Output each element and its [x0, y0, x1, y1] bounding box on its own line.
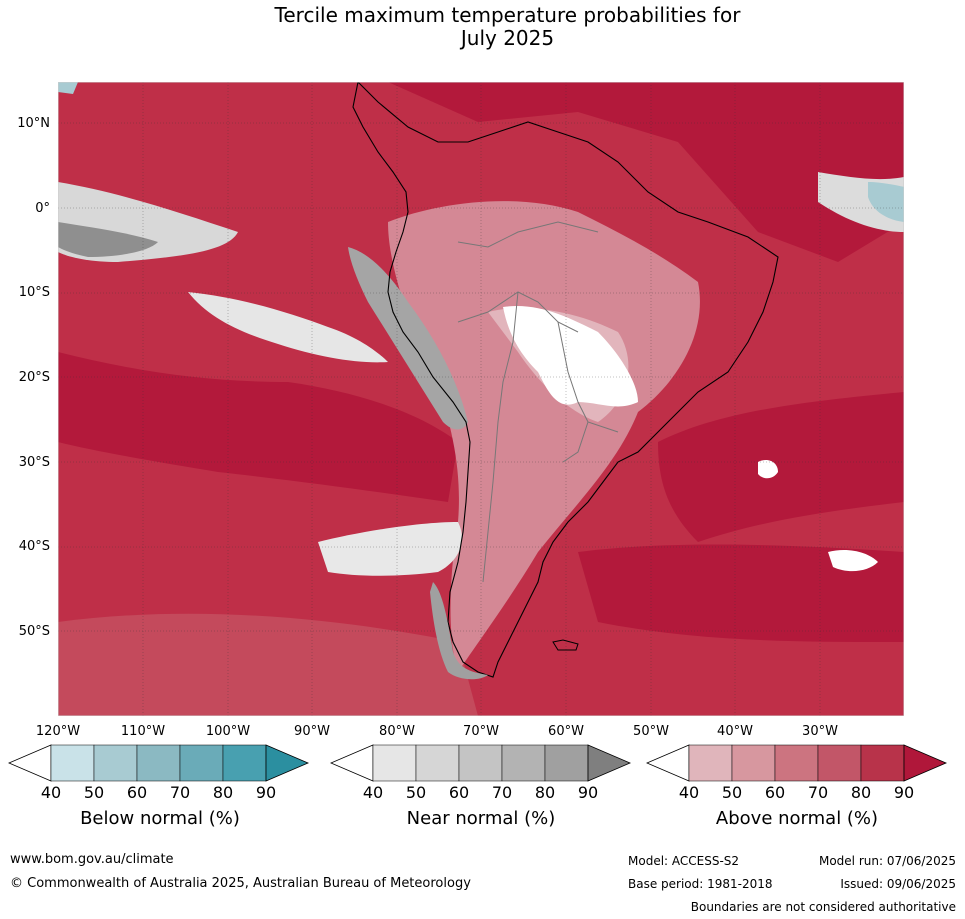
colorbar-box — [860, 744, 905, 782]
lon-label-50w: 50°W — [633, 724, 669, 739]
region-below-normal-corner — [58, 82, 78, 94]
colorbar-box — [817, 744, 862, 782]
colorbar-box — [372, 744, 417, 782]
graticule — [58, 82, 904, 716]
lon-label-120w: 120°W — [35, 724, 81, 739]
colorbar-tick-label: 70 — [169, 783, 191, 802]
region-dark-south-atlantic — [658, 392, 904, 542]
lat-label-20s: 20°S — [18, 370, 50, 385]
colorbar-tick-label: 40 — [678, 783, 700, 802]
colorbar-box — [179, 744, 224, 782]
colorbar-tick-label: 90 — [577, 783, 599, 802]
region-white-spot-south — [828, 550, 878, 572]
footer-copyright: © Commonwealth of Australia 2025, Austra… — [10, 876, 471, 891]
colorbar-tick-label: 80 — [534, 783, 556, 802]
colorbar-box — [50, 744, 95, 782]
footer-model: Model: ACCESS-S2 — [628, 854, 740, 868]
colorbar-tick-label: 50 — [721, 783, 743, 802]
region-dark-north — [58, 82, 904, 262]
title-line-1: Tercile maximum temperature probabilitie… — [274, 3, 741, 27]
region-white-brazil — [503, 306, 638, 407]
footer-url[interactable]: www.bom.gov.au/climate — [10, 852, 174, 867]
footer-base-period: Base period: 1981-2018 — [628, 877, 773, 891]
title-line-2: July 2025 — [460, 26, 555, 50]
region-near-normal-patagonia — [318, 522, 462, 576]
lon-label-110w: 110°W — [120, 724, 166, 739]
chart-title: Tercile maximum temperature probabilitie… — [0, 4, 965, 50]
colorbar-tick-label: 60 — [126, 783, 148, 802]
lon-label-90w: 90°W — [294, 724, 330, 739]
colorbar-below-normal — [8, 744, 310, 782]
colorbar-extend-high — [587, 744, 632, 782]
colorbar-title-below: Below normal (%) — [80, 808, 240, 829]
colorbar-box — [415, 744, 460, 782]
colorbar-extend-high — [903, 744, 948, 782]
colorbar-above-normal — [646, 744, 948, 782]
country-borders — [457, 221, 619, 583]
lat-label-10n: 10°N — [17, 116, 50, 131]
lat-label-40s: 40°S — [18, 539, 50, 554]
colorbar-tick-label: 80 — [212, 783, 234, 802]
colorbar-box — [688, 744, 733, 782]
region-near-normal-pacific — [188, 292, 388, 363]
region-grey-dark-equator — [58, 222, 158, 257]
colorbar-box — [501, 744, 546, 782]
colorbar-tick-label: 60 — [764, 783, 786, 802]
colorbar-extend-low — [646, 744, 690, 782]
lon-label-100w: 100°W — [205, 724, 251, 739]
region-grey-southern-chile — [430, 582, 488, 680]
colorbar-box — [544, 744, 589, 782]
region-below-normal-atlantic — [868, 182, 904, 222]
colorbar-box — [222, 744, 267, 782]
colorbar-tick-label: 50 — [405, 783, 427, 802]
colorbar-box — [136, 744, 181, 782]
colorbar-tick-label: 90 — [255, 783, 277, 802]
colorbar-tick-label: 80 — [850, 783, 872, 802]
colorbar-tick-label: 60 — [448, 783, 470, 802]
lat-label-10s: 10°S — [18, 285, 50, 300]
footer-model-run: Model run: 07/06/2025 — [818, 854, 956, 868]
lat-label-50s: 50°S — [18, 624, 50, 639]
colorbar-extend-low — [330, 744, 374, 782]
colorbar-box — [774, 744, 819, 782]
region-medium-south — [58, 613, 478, 716]
lon-label-80w: 80°W — [379, 724, 415, 739]
lat-label-0: 0° — [35, 201, 50, 216]
falkland-islands — [552, 639, 579, 651]
lon-label-60w: 60°W — [548, 724, 584, 739]
coastline — [352, 82, 779, 678]
region-dark-atlantic-low — [578, 544, 904, 642]
colorbar-tick-label: 50 — [83, 783, 105, 802]
colorbar-extend-low — [8, 744, 52, 782]
colorbar-tick-label: 70 — [807, 783, 829, 802]
colorbar-tick-label: 70 — [491, 783, 513, 802]
colorbar-box — [458, 744, 503, 782]
probability-map[interactable] — [58, 82, 904, 716]
colorbar-tick-label: 40 — [40, 783, 62, 802]
colorbar-title-above: Above normal (%) — [715, 808, 879, 829]
colorbar-tick-label: 90 — [893, 783, 915, 802]
lon-label-70w: 70°W — [463, 724, 499, 739]
region-dark-south-pacific — [58, 352, 458, 502]
colorbar-tick-label: 40 — [362, 783, 384, 802]
colorbar-near-normal — [330, 744, 632, 782]
footer-disclaimer: Boundaries are not considered authoritat… — [690, 900, 956, 914]
colorbar-box — [731, 744, 776, 782]
lon-label-30w: 30°W — [802, 724, 838, 739]
region-white-spot-atlantic — [758, 460, 778, 479]
colorbar-extend-high — [265, 744, 310, 782]
lat-label-30s: 30°S — [18, 455, 50, 470]
colorbar-title-near: Near normal (%) — [406, 808, 556, 829]
colorbar-box — [93, 744, 138, 782]
lon-label-40w: 40°W — [717, 724, 753, 739]
footer-issued: Issued: 09/06/2025 — [840, 877, 956, 891]
